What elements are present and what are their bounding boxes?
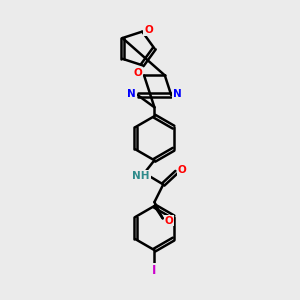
Text: O: O xyxy=(165,216,173,226)
Text: O: O xyxy=(177,165,186,175)
Text: I: I xyxy=(152,264,157,277)
Text: O: O xyxy=(144,25,153,35)
Text: NH: NH xyxy=(132,171,150,181)
Text: N: N xyxy=(173,88,182,99)
Text: N: N xyxy=(128,88,136,99)
Text: O: O xyxy=(134,68,142,78)
